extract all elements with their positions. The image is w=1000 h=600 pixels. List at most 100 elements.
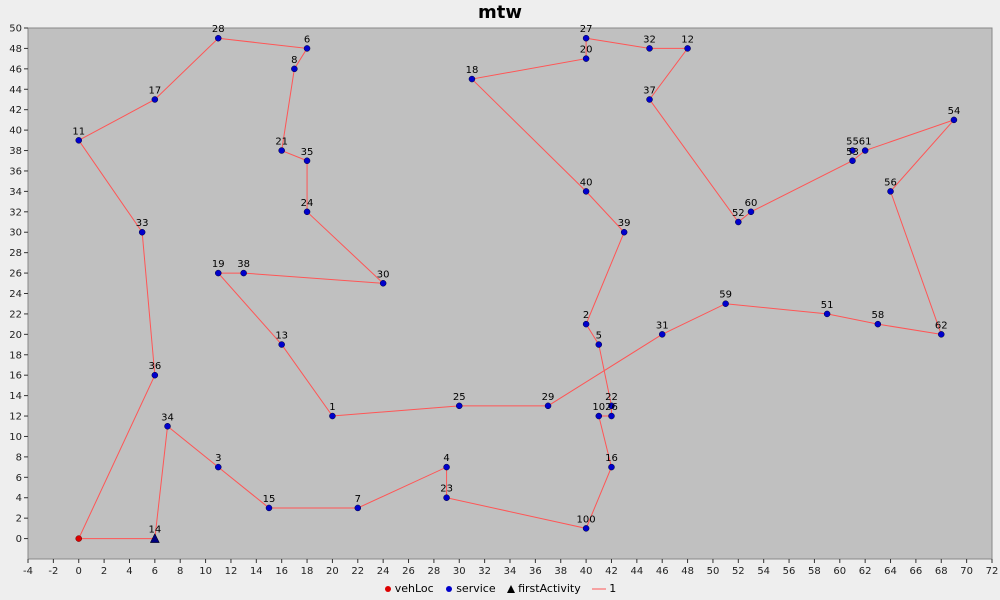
point-label: 15 [263, 494, 276, 505]
x-tick-label: 20 [326, 566, 339, 577]
y-tick-label: 14 [9, 391, 22, 402]
points-layer [75, 34, 958, 543]
x-tick-label: 6 [152, 566, 158, 577]
line-icon [592, 588, 607, 590]
y-tick-label: 32 [9, 207, 22, 218]
y-tick-label: 42 [9, 105, 22, 116]
point-label: 18 [466, 65, 479, 76]
point-label: 56 [884, 177, 897, 188]
x-tick-label: 12 [225, 566, 238, 577]
point-label: 60 [745, 198, 758, 209]
y-tick-label: 40 [9, 126, 22, 137]
point-label: 40 [580, 177, 593, 188]
point-label: 26 [605, 402, 618, 413]
point-label: 32 [643, 34, 656, 45]
point-label: 61 [859, 137, 872, 148]
legend-item-service: service [445, 582, 496, 595]
x-tick-label: 24 [377, 566, 390, 577]
service-point [582, 188, 590, 195]
legend: vehLoc service firstActivity 1 [0, 582, 1000, 595]
x-tick-label: 50 [707, 566, 720, 577]
point-label: 2 [583, 310, 589, 321]
point-label: 22 [605, 392, 618, 403]
service-point [151, 96, 159, 103]
service-point [303, 208, 311, 216]
point-label: 55 [846, 137, 859, 148]
service-point [215, 463, 222, 471]
point-label: 29 [542, 392, 555, 403]
point-label: 13 [275, 331, 288, 342]
point-label: 4 [443, 453, 449, 464]
service-point [303, 45, 311, 52]
x-tick-label: 66 [910, 566, 923, 577]
y-tick-label: 36 [9, 166, 22, 177]
point-label: 6 [304, 34, 310, 45]
legend-label-first-activity: firstActivity [518, 582, 581, 595]
service-point [443, 494, 450, 501]
y-tick-label: 8 [16, 452, 22, 463]
service-point [646, 96, 653, 103]
x-tick-label: 46 [656, 566, 669, 577]
service-point [354, 504, 362, 512]
y-tick-label: 50 [9, 24, 22, 35]
service-point [240, 269, 247, 277]
x-tick-label: 70 [960, 566, 973, 577]
point-label: 30 [377, 269, 390, 280]
service-point [938, 331, 945, 338]
point-label: 34 [161, 412, 174, 423]
service-point [861, 147, 869, 154]
service-point [620, 228, 628, 236]
x-tick-label: 2 [101, 566, 107, 577]
point-label: 1 [329, 402, 335, 413]
legend-item-vehloc: vehLoc [384, 582, 434, 595]
point-label: 35 [301, 147, 314, 158]
point-label: 25 [453, 392, 466, 403]
x-tick-label: 54 [757, 566, 770, 577]
x-tick-label: 48 [681, 566, 694, 577]
y-tick-label: 26 [9, 269, 22, 280]
point-label: 59 [719, 290, 732, 301]
y-tick-label: 38 [9, 146, 22, 157]
service-point [215, 34, 222, 42]
route-line [78, 37, 956, 540]
x-tick-label: 58 [808, 566, 821, 577]
x-tick-label: 8 [177, 566, 183, 577]
service-point [164, 423, 171, 430]
vehicle-location-point [75, 535, 82, 542]
point-label: 17 [148, 85, 161, 96]
legend-item-route: 1 [592, 582, 616, 595]
point-label: 52 [732, 208, 745, 219]
point-label: 28 [212, 24, 225, 35]
point-label: 38 [237, 259, 250, 270]
point-label: 3 [215, 453, 221, 464]
y-tick-label: 6 [16, 473, 22, 484]
vehloc-dot-icon [384, 586, 391, 592]
service-point [379, 280, 387, 287]
service-point [849, 147, 856, 154]
y-tick-label: 22 [9, 309, 22, 320]
y-tick-label: 28 [9, 248, 22, 259]
x-tick-label: 56 [783, 566, 796, 577]
y-tick-label: 10 [9, 432, 22, 443]
service-point [443, 463, 450, 471]
x-tick-label: 44 [630, 566, 643, 577]
service-point [582, 55, 590, 62]
y-tick-label: 44 [9, 85, 22, 96]
service-point [608, 412, 615, 420]
first-activity-marker [149, 533, 160, 543]
point-label: 62 [935, 320, 948, 331]
point-label: 100 [577, 514, 596, 525]
point-label: 31 [656, 320, 669, 331]
service-point [747, 208, 755, 216]
service-point [151, 371, 159, 379]
point-label: 8 [291, 55, 297, 66]
x-tick-label: 28 [428, 566, 441, 577]
service-point [823, 310, 831, 318]
x-tick-label: 62 [859, 566, 872, 577]
x-tick-label: 32 [478, 566, 491, 577]
x-tick-label: 40 [580, 566, 593, 577]
point-label: 23 [440, 484, 453, 495]
service-point [265, 504, 273, 512]
y-tick-label: 46 [9, 64, 22, 75]
service-point [468, 75, 476, 83]
